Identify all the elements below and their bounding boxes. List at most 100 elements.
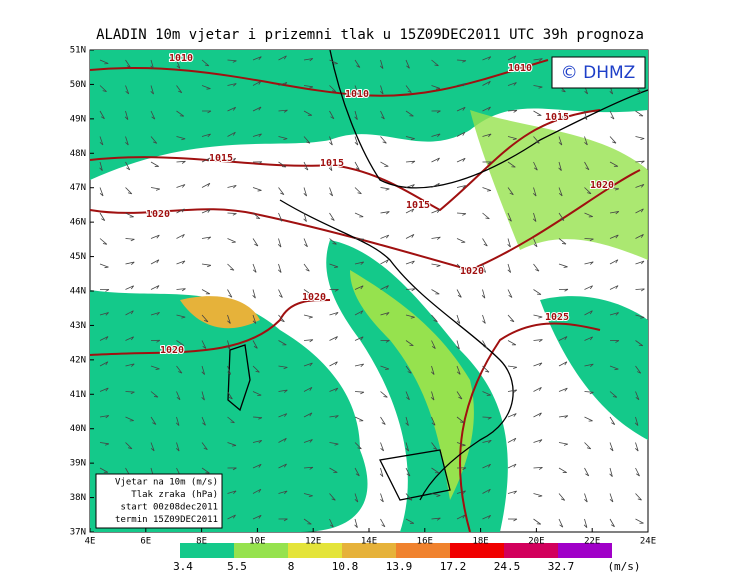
wind-arrow: [329, 288, 339, 292]
wind-arrow: [303, 314, 313, 319]
wind-arrow: [431, 110, 441, 114]
wind-arrow: [252, 463, 262, 469]
wind-arrow: [380, 365, 390, 371]
wind-arrow: [380, 161, 389, 167]
wind-arrow: [125, 363, 135, 367]
wind-arrow: [609, 312, 619, 316]
wind-arrow: [176, 85, 183, 94]
colorbar-swatch: [180, 543, 234, 558]
wind-arrow: [99, 59, 109, 65]
wind-arrow: [456, 467, 467, 471]
wind-arrow: [482, 463, 491, 469]
wind-arrow: [533, 238, 538, 248]
colorbar-value: 17.2: [440, 560, 467, 573]
wind-arrow: [431, 209, 441, 214]
wind-arrow: [482, 514, 492, 520]
wind-arrow: [635, 160, 645, 164]
isobar-label: 1015: [406, 200, 430, 211]
wind-arrow: [125, 285, 135, 290]
wind-arrow: [379, 59, 384, 69]
wind-arrow: [380, 234, 390, 239]
wind-area: [180, 296, 260, 329]
wind-arrow: [482, 212, 490, 220]
wind-arrow: [227, 106, 237, 112]
wind-arrow: [405, 442, 410, 452]
wind-arrow: [456, 212, 467, 216]
wind-arrow: [635, 288, 645, 292]
colorbar-swatch: [450, 543, 504, 558]
isobar-label: 1020: [160, 345, 184, 356]
wind-arrow: [405, 416, 409, 426]
wind-arrow: [354, 310, 364, 316]
wind-arrow: [278, 490, 288, 495]
wind-arrow: [176, 110, 185, 117]
wind-arrow: [99, 289, 110, 292]
wind-arrow: [176, 208, 185, 214]
wind-arrow: [431, 85, 441, 90]
wind-arrow: [635, 365, 642, 374]
wind-arrow: [227, 391, 233, 400]
colorbar-value: 24.5: [494, 560, 521, 573]
wind-arrow: [583, 518, 588, 528]
wind-arrow: [150, 136, 158, 144]
wind-arrow: [456, 490, 466, 494]
wind-arrow: [354, 493, 359, 503]
copyright: © DHMZ: [561, 63, 636, 83]
wind-arrow: [201, 467, 210, 474]
wind-arrow: [99, 387, 109, 392]
isobar-label: 1010: [169, 53, 193, 64]
isobar-label: 1020: [460, 266, 484, 277]
wind-arrow: [99, 136, 104, 146]
wind-arrow: [125, 310, 134, 316]
wind-arrow: [303, 493, 313, 498]
wind-arrow: [252, 514, 262, 520]
isobar-label: 1025: [545, 312, 569, 323]
wind-arrow: [482, 416, 492, 420]
wind-arrow: [303, 386, 313, 392]
wind-arrow: [584, 416, 593, 422]
lat-label: 51N: [70, 46, 86, 56]
wind-arrow: [584, 336, 594, 341]
wind-arrow: [609, 340, 620, 343]
lon-label: 4E: [85, 537, 96, 547]
wind-arrow: [329, 312, 339, 316]
lat-label: 41N: [70, 390, 86, 400]
wind-arrow: [405, 59, 410, 69]
wind-arrow: [278, 518, 288, 522]
wind-arrow: [584, 136, 588, 146]
wind-arrow: [482, 133, 492, 138]
wind-arrow: [354, 391, 365, 395]
wind-arrow: [125, 161, 131, 171]
isobar: [89, 299, 331, 356]
wind-arrow: [635, 260, 645, 265]
wind-arrow: [533, 314, 543, 319]
wind-arrow: [99, 467, 109, 473]
wind-arrow: [176, 260, 186, 265]
wind-arrow: [252, 416, 263, 420]
lat-label: 42N: [70, 355, 86, 365]
wind-arrow: [303, 412, 313, 418]
wind-arrow: [380, 211, 390, 215]
wind-arrow: [584, 238, 594, 242]
wind-arrow: [303, 263, 310, 272]
wind-arrow: [380, 285, 389, 290]
wind-arrow: [252, 106, 262, 112]
wind-arrow: [252, 391, 262, 396]
wind-area: [540, 296, 648, 440]
island: [227, 344, 251, 412]
wind-arrow: [456, 263, 464, 271]
wind-arrow: [201, 289, 211, 295]
wind-arrow: [584, 261, 594, 265]
wind-arrow: [176, 288, 186, 292]
wind-arrow: [201, 133, 211, 138]
info-line: termin 15Z09DEC2011: [115, 515, 218, 525]
wind-arrow: [99, 212, 106, 221]
wind-arrow: [227, 416, 235, 424]
wind-arrow: [456, 83, 467, 87]
wind-arrow: [278, 463, 287, 469]
wind-arrow: [99, 263, 109, 269]
wind-arrow: [99, 238, 108, 245]
wind-arrow: [227, 83, 237, 87]
wind-arrow: [329, 467, 338, 473]
